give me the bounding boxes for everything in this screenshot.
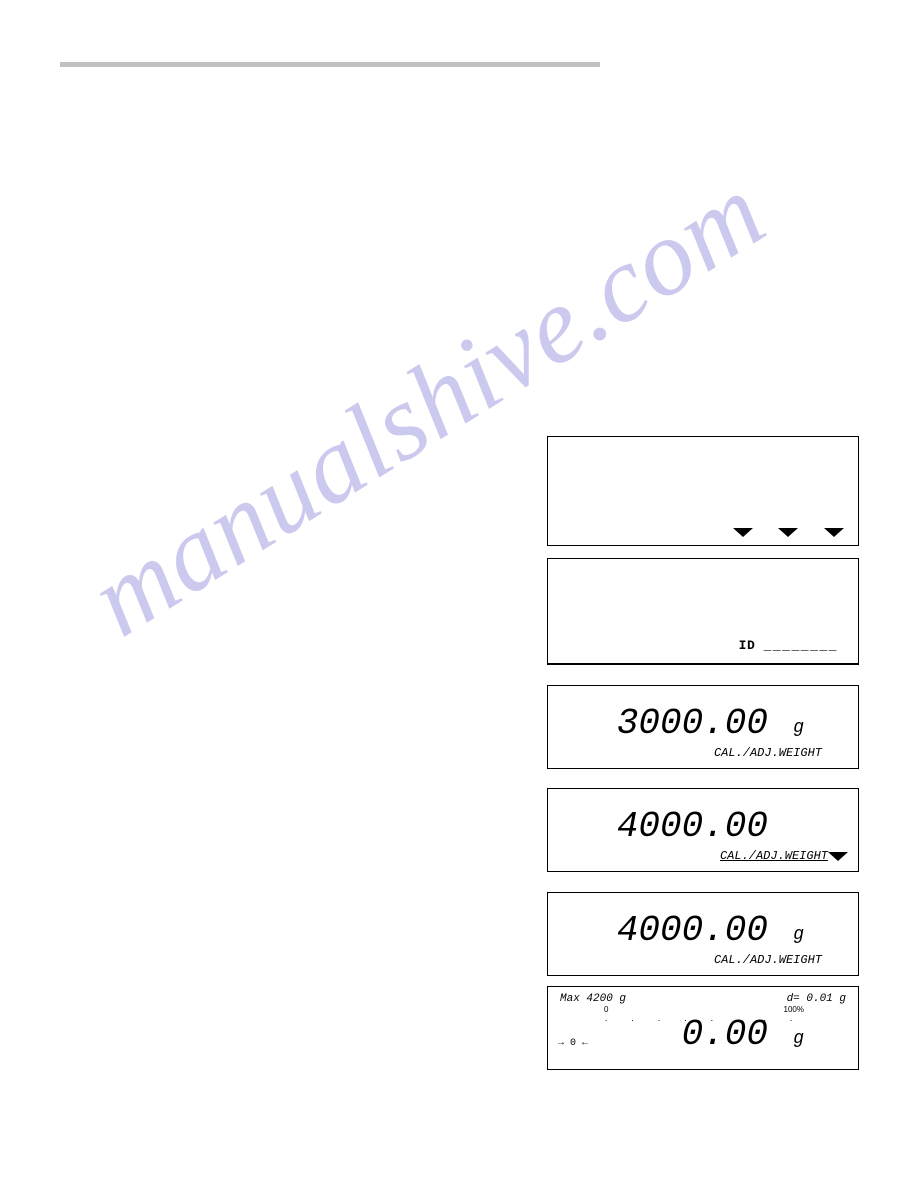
lcd-display-step3: 3000.00 g CAL./ADJ.WEIGHT xyxy=(547,685,859,769)
cal-adj-label: CAL./ADJ.WEIGHT xyxy=(714,953,822,967)
down-arrow-icon xyxy=(828,852,848,861)
id-prompt-line: ID ________ xyxy=(739,638,838,653)
weight-value: 4000.00 xyxy=(617,913,768,949)
weight-unit: g xyxy=(793,925,804,945)
max-capacity-label: Max 4200 g xyxy=(560,993,626,1005)
down-arrow-icon xyxy=(824,528,844,537)
lcd-display-step5: 4000.00 g CAL./ADJ.WEIGHT xyxy=(547,892,859,976)
weight-unit: g xyxy=(793,718,804,738)
weight-value: 3000.00 xyxy=(617,706,768,742)
bargraph-zero-label: 0 xyxy=(604,1005,608,1014)
id-dashes: ________ xyxy=(764,638,838,653)
id-label: ID xyxy=(739,638,756,653)
down-arrow-icon xyxy=(733,528,753,537)
d-resolution-label: d= 0.01 g xyxy=(787,993,846,1005)
cal-adj-label: CAL./ADJ.WEIGHT xyxy=(720,849,828,863)
weight-value: 4000.00 xyxy=(617,809,768,845)
weight-value: 0.00 xyxy=(682,1017,768,1053)
bargraph-hundred-label: 100% xyxy=(784,1005,804,1014)
weight-unit: g xyxy=(793,1029,804,1049)
lcd-display-result: Max 4200 g d= 0.01 g 0 100% . . . . . . … xyxy=(547,986,859,1070)
header-divider-bar xyxy=(60,62,600,67)
cal-adj-label: CAL./ADJ.WEIGHT xyxy=(714,746,822,760)
lcd-display-step2: ID ________ xyxy=(547,558,859,665)
lcd-display-step4: 4000.00 CAL./ADJ.WEIGHT xyxy=(547,788,859,872)
document-page: manualshive.com ID ________ 3000.00 g CA… xyxy=(0,0,918,1188)
lcd-display-step1 xyxy=(547,436,859,546)
zero-indicator-icon: → 0 ← xyxy=(558,1038,588,1049)
down-arrow-icon xyxy=(778,528,798,537)
